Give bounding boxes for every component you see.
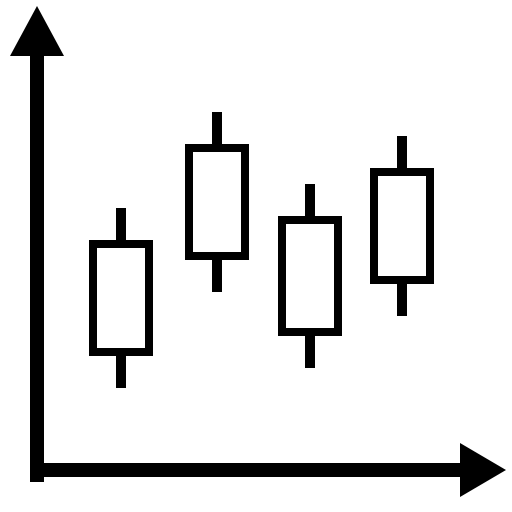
candle-body xyxy=(370,168,434,284)
candle-upper-wick xyxy=(397,136,407,168)
candle-1 xyxy=(89,208,153,388)
candle-upper-wick xyxy=(305,184,315,216)
candle-upper-wick xyxy=(212,112,222,144)
candle-lower-wick xyxy=(116,356,126,388)
candle-4 xyxy=(370,136,434,316)
y-axis-line xyxy=(30,50,44,482)
candle-lower-wick xyxy=(212,260,222,292)
x-axis-arrow-icon xyxy=(460,443,506,497)
candles-group xyxy=(89,112,434,388)
candle-upper-wick xyxy=(116,208,126,240)
candle-lower-wick xyxy=(397,284,407,316)
y-axis-arrow-icon xyxy=(10,6,64,56)
candle-body xyxy=(89,240,153,356)
candle-body xyxy=(278,216,342,336)
candle-2 xyxy=(185,112,249,292)
candle-lower-wick xyxy=(305,336,315,368)
candle-3 xyxy=(278,184,342,368)
candle-body xyxy=(185,144,249,260)
x-axis-line xyxy=(30,463,464,477)
